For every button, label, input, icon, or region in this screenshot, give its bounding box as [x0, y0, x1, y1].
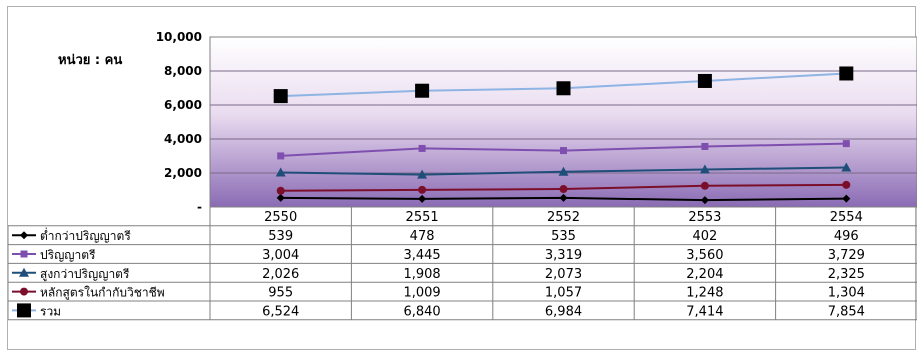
data-point	[697, 73, 712, 88]
data-point	[700, 196, 709, 205]
chart-frame: หน่วย : คน - 2,000 4,000 6,000 8,000 10,000 2…	[7, 6, 917, 350]
data-value: 3,560	[686, 248, 723, 263]
data-value: 3,004	[262, 248, 299, 263]
data-point	[418, 185, 427, 194]
legend-label: รวม	[40, 304, 61, 318]
data-point	[418, 194, 427, 203]
plot-area	[209, 36, 917, 208]
legend-label: สูงกว่าปริญญาตรี	[40, 267, 130, 282]
x-category-label: 2550	[264, 210, 297, 225]
y-tick-label: 4,000	[164, 132, 202, 146]
data-point	[559, 185, 568, 194]
data-point	[841, 162, 852, 172]
data-value: 3,319	[545, 248, 582, 263]
data-point	[418, 144, 426, 152]
series-group	[276, 180, 851, 195]
unit-label: หน่วย : คน	[58, 53, 123, 68]
data-point	[839, 66, 854, 81]
legend-key-marker	[20, 250, 28, 258]
data-value: 6,840	[403, 304, 440, 319]
y-tick-label: 6,000	[164, 98, 202, 112]
y-tick-label: -	[197, 200, 202, 214]
data-point	[556, 81, 571, 96]
data-point	[275, 167, 286, 177]
data-point	[558, 166, 569, 176]
y-tick-label: 10,000	[156, 30, 202, 44]
data-value: 2,073	[545, 267, 582, 282]
data-point	[699, 164, 710, 174]
data-point	[277, 152, 285, 160]
data-point	[276, 186, 285, 195]
series-group	[277, 140, 850, 160]
series-group	[273, 66, 854, 104]
series-group	[275, 162, 852, 179]
data-value: 1,248	[686, 286, 723, 301]
data-point	[842, 180, 851, 189]
data-point	[842, 140, 850, 148]
data-value: 3,445	[403, 248, 440, 263]
x-category-label: 2551	[406, 210, 439, 225]
series-group	[276, 193, 851, 205]
legend-key-marker	[17, 303, 31, 318]
data-value: 478	[410, 229, 435, 244]
data-value: 1,908	[403, 267, 440, 282]
data-point	[276, 193, 285, 202]
x-category-label: 2554	[830, 210, 863, 225]
data-point	[700, 181, 709, 190]
legend-key-marker	[19, 267, 29, 277]
legend-label: ต่ำกว่าปริญญาตรี	[40, 227, 131, 243]
y-tick-label: 8,000	[164, 64, 202, 78]
x-category-label: 2552	[547, 210, 580, 225]
data-point	[560, 147, 567, 155]
data-value: 2,325	[828, 267, 865, 282]
data-value: 6,984	[545, 304, 582, 319]
data-point	[842, 194, 851, 203]
data-value: 7,414	[686, 304, 723, 319]
data-point	[559, 193, 568, 202]
line-chart-with-data-table: - 2,000 4,000 6,000 8,000 10,000 2550 2551 2552…	[8, 30, 917, 321]
data-point	[415, 83, 430, 98]
data-value: 1,057	[545, 286, 582, 301]
data-point	[417, 169, 428, 179]
legend-key-marker	[20, 231, 28, 240]
data-value: 535	[551, 229, 576, 244]
data-value: 496	[834, 229, 859, 244]
legend-label: หลักสูตรในกำกับวิชาชีพ	[40, 286, 165, 301]
data-value: 2,204	[686, 267, 723, 282]
legend-label: ปริญญาตรี	[40, 248, 96, 262]
x-category-label: 2553	[688, 210, 721, 225]
data-value: 1,304	[828, 286, 865, 301]
data-value: 1,009	[403, 286, 440, 301]
data-value: 3,729	[828, 248, 865, 263]
data-value: 539	[268, 229, 293, 244]
data-value: 955	[268, 286, 293, 301]
data-value: 6,524	[262, 304, 299, 319]
data-value: 402	[692, 229, 717, 244]
legend-key-marker	[20, 287, 28, 296]
data-value: 2,026	[262, 267, 299, 282]
y-tick-label: 2,000	[164, 166, 202, 180]
data-point	[273, 89, 288, 104]
data-value: 7,854	[828, 304, 865, 319]
data-point	[701, 142, 709, 150]
